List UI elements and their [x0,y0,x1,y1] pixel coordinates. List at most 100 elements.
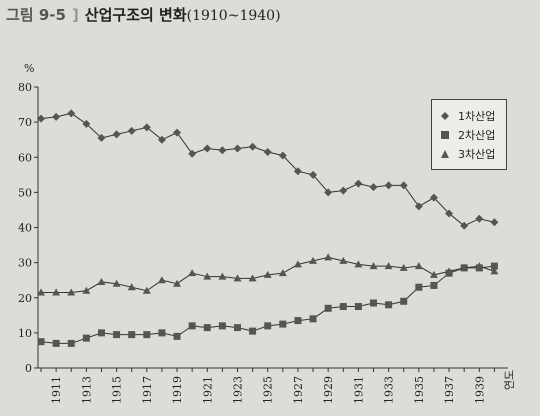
point-s1-1911 [52,112,61,121]
x-axis-label: 연도 [503,370,516,390]
point-s3-1940 [490,267,499,275]
point-s3-1936 [429,270,438,278]
series-3 [37,253,499,296]
point-s3-1927 [293,260,302,268]
point-s2-1912 [67,339,75,347]
point-s1-1921 [203,144,212,153]
legend: 1차산업 2차산업 3차산업 [431,99,507,170]
point-s3-1931 [354,260,363,268]
point-s3-1930 [339,256,348,264]
y-tick-label-3: 30 [18,257,32,270]
point-s3-1928 [309,256,318,264]
point-s1-1916 [127,126,136,135]
point-s2-1926 [279,320,287,328]
point-s3-1929 [324,253,333,261]
point-s3-1910 [37,288,46,296]
x-tick-label-0: 1911 [50,376,63,404]
x-tick-label-13: 1937 [443,376,456,404]
triangle-marker-icon [441,149,449,158]
point-s1-1934 [399,181,408,190]
point-s1-1928 [309,170,318,179]
point-s2-1922 [218,322,226,330]
x-tick-label-8: 1927 [292,376,305,404]
y-tick-label-5: 50 [18,186,32,199]
point-s1-1918 [157,135,166,144]
point-s2-1931 [354,303,362,311]
legend-label-3: 3차산업 [458,147,496,161]
point-s1-1938 [460,221,469,230]
point-s1-1923 [233,144,242,153]
point-s3-1925 [263,270,272,278]
y-tick-label-7: 70 [18,116,32,129]
x-tick-label-9: 1929 [322,376,335,404]
x-tick-label-10: 1931 [352,376,365,404]
point-s2-1932 [369,299,377,307]
point-s1-1927 [293,167,302,176]
x-tick-label-4: 1919 [171,376,184,404]
point-s3-1926 [278,269,287,277]
point-s2-1924 [249,327,257,335]
x-tick-label-12: 1935 [413,376,426,404]
point-s2-1920 [188,322,196,330]
point-s1-1922 [218,146,227,155]
point-s1-1939 [475,214,484,223]
x-tick-label-5: 1921 [201,376,214,404]
x-tick-label-11: 1933 [383,376,396,404]
legend-label-1: 1차산업 [458,109,496,123]
square-marker-icon [441,130,449,139]
x-tick-label-6: 1923 [231,376,244,404]
x-tick-label-1: 1913 [80,376,93,404]
point-s2-1925 [264,322,272,330]
point-s1-1913 [82,119,91,128]
x-tick-label-7: 1925 [262,376,275,404]
point-s2-1910 [37,338,45,346]
y-tick-label-1: 10 [18,327,32,340]
point-s3-1921 [203,272,212,280]
point-s1-1940 [490,218,499,227]
point-s2-1934 [400,297,408,305]
point-s2-1923 [233,324,241,332]
series-1 [37,109,499,230]
point-s1-1933 [384,181,393,190]
point-s1-1931 [354,179,363,188]
point-s2-1914 [97,329,105,337]
series-line-1 [40,112,495,227]
point-s2-1913 [82,334,90,342]
point-s3-1919 [173,279,182,287]
point-s1-1929 [324,188,333,197]
point-s2-1936 [430,281,438,289]
point-s3-1911 [52,288,61,296]
point-s3-1913 [82,286,91,294]
point-s1-1914 [97,133,106,142]
point-s3-1924 [248,274,257,282]
point-s2-1919 [173,332,181,340]
point-s3-1920 [188,269,197,277]
diamond-marker-icon [441,111,449,120]
y-tick-label-0: 0 [25,362,32,375]
point-s1-1935 [414,202,423,211]
point-s1-1924 [248,142,257,151]
point-s3-1932 [369,262,378,270]
point-s3-1938 [460,263,469,271]
point-s1-1930 [339,186,348,195]
point-s3-1917 [142,286,151,294]
point-s3-1937 [445,267,454,275]
point-s3-1916 [127,283,136,291]
axes: 0 10 20 30 40 50 60 70 80 1911 1913 1915 1917 1919 192… [18,81,508,404]
x-tick-label-14: 1939 [473,376,486,404]
x-tick-label-2: 1915 [111,376,124,404]
point-s2-1918 [158,329,166,337]
y-axis-label: % [24,62,34,75]
point-s2-1921 [203,324,211,332]
figure-label: 그림 9-5 [6,6,66,24]
point-s1-1912 [67,109,76,118]
point-s1-1915 [112,130,121,139]
y-tick-label-8: 80 [18,81,32,94]
point-s3-1912 [67,288,76,296]
point-s1-1917 [142,123,151,132]
point-s3-1922 [218,272,227,280]
point-s3-1933 [384,262,393,270]
series-layer [37,109,499,347]
figure-title: 그림 9-5] 산업구조의 변화(1910~1940) [6,6,281,24]
